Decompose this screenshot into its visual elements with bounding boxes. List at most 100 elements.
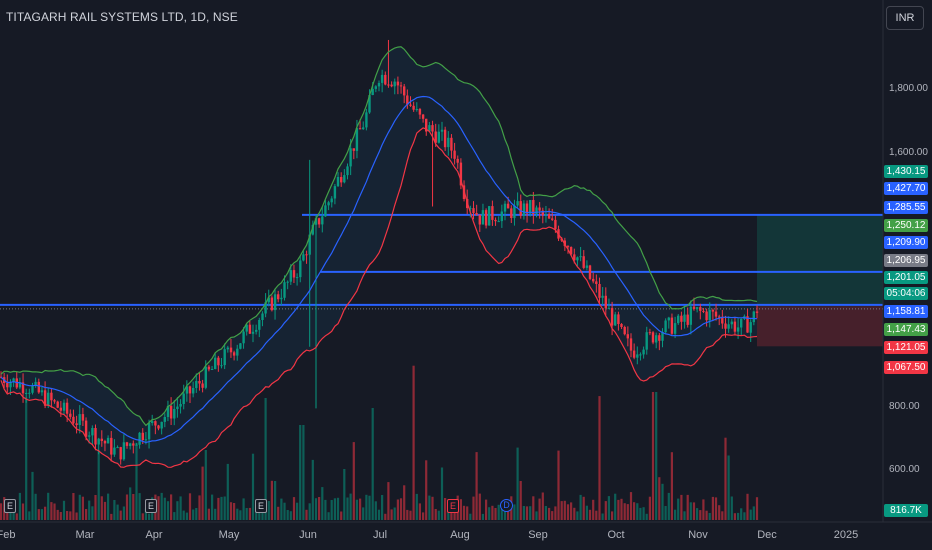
volume-bar <box>544 506 547 520</box>
candle-body <box>122 442 126 460</box>
volume-bar <box>349 493 352 520</box>
candle-body <box>683 314 686 322</box>
volume-bar <box>406 509 409 520</box>
candle-body <box>147 423 151 440</box>
price-badge: 1,121.05 <box>884 341 928 354</box>
volume-bar <box>0 503 3 520</box>
candle-body <box>727 324 730 329</box>
volume-bar <box>611 511 614 520</box>
candle-body <box>267 297 270 303</box>
volume-bar <box>311 459 314 520</box>
earnings-event-icon[interactable]: E <box>145 499 157 513</box>
volume-bar <box>365 494 368 520</box>
volume-bar <box>340 511 343 520</box>
volume-bar <box>651 392 655 520</box>
time-tick: Jul <box>372 529 388 541</box>
candle-body <box>547 214 551 219</box>
candle-body <box>207 366 211 370</box>
candle-body <box>138 432 141 445</box>
volume-bar <box>525 506 529 520</box>
candle-body <box>135 444 138 446</box>
candle-body <box>179 404 182 407</box>
volume-bar <box>598 396 601 520</box>
candle-body <box>406 95 409 105</box>
candle-body <box>440 129 444 132</box>
candle-body <box>160 421 163 429</box>
stop-zone <box>757 306 883 347</box>
volume-bar <box>721 511 724 520</box>
volume-bar <box>374 501 377 520</box>
volume-bar <box>667 492 670 520</box>
volume-bar <box>708 513 711 520</box>
candle-body <box>380 74 384 83</box>
candle-body <box>576 257 579 261</box>
candle-body <box>188 386 192 394</box>
candle-body <box>491 206 494 220</box>
volume-bar <box>223 496 226 520</box>
volume-bar <box>740 508 743 520</box>
candle-body <box>610 308 614 326</box>
candle-body <box>72 416 75 424</box>
volume-bar <box>251 453 255 520</box>
candle-body <box>295 277 299 279</box>
price-tick: 1,800.00 <box>889 83 928 94</box>
candle-body <box>229 347 233 353</box>
volume-bar <box>346 497 349 520</box>
volume-bar <box>236 508 239 520</box>
volume-bar <box>431 496 434 520</box>
volume-bar <box>500 509 503 520</box>
candle-body <box>443 129 447 148</box>
volume-bar <box>274 481 277 520</box>
volume-bar <box>31 471 34 520</box>
volume-bar <box>714 497 718 520</box>
volume-bar <box>497 504 500 520</box>
candle-body <box>604 295 607 309</box>
volume-bar <box>532 496 535 520</box>
volume-bar <box>207 508 210 520</box>
volume-bar <box>588 509 592 520</box>
volume-bar <box>40 509 43 520</box>
dividend-event-icon[interactable]: D <box>500 499 513 512</box>
volume-bar <box>292 497 296 520</box>
volume-bar <box>188 493 192 520</box>
candle-body <box>37 381 40 393</box>
candle-body <box>595 281 598 284</box>
volume-bar <box>270 480 273 520</box>
candle-body <box>283 282 286 298</box>
volume-bar <box>299 425 302 520</box>
candle-body <box>355 128 359 151</box>
candle-body <box>484 210 488 226</box>
candle-body <box>154 421 157 426</box>
candle-body <box>217 357 220 366</box>
candle-body <box>614 314 617 326</box>
earnings-event-icon[interactable]: E <box>255 499 267 513</box>
volume-bar <box>176 501 179 520</box>
candle-body <box>450 137 453 151</box>
candle-body <box>223 349 226 366</box>
earnings-event-icon[interactable]: E <box>447 499 459 513</box>
volume-bar <box>494 508 497 520</box>
price-badge: 1,430.15 <box>884 165 928 178</box>
candle-body <box>620 324 623 327</box>
earnings-event-icon[interactable]: E <box>4 499 16 513</box>
candle-body <box>686 314 689 325</box>
volume-bar <box>601 513 604 520</box>
volume-bar <box>393 507 396 520</box>
volume-bar <box>352 442 355 520</box>
candle-body <box>428 125 431 132</box>
volume-tick: 800.00 <box>889 401 920 412</box>
candle-body <box>639 354 642 356</box>
candle-body <box>579 256 582 258</box>
volume-bar <box>100 496 103 520</box>
candle-body <box>573 254 576 261</box>
volume-bar <box>324 499 327 520</box>
candle-body <box>551 218 554 220</box>
candle-body <box>626 334 629 339</box>
candle-body <box>333 186 337 199</box>
volume-bar <box>390 509 393 520</box>
time-tick: Oct <box>607 529 625 541</box>
volume-bar <box>327 512 330 520</box>
volume-bar <box>645 513 648 520</box>
currency-button[interactable]: INR <box>886 6 924 30</box>
